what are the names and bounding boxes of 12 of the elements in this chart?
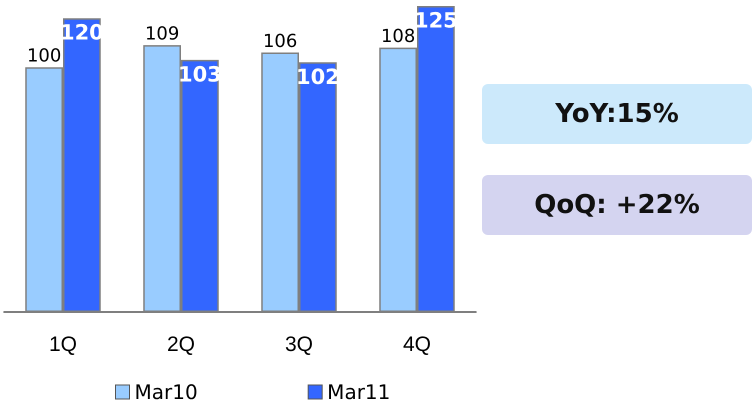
x-tick-label: 2Q [166,333,196,356]
text: QoQ: +22% [482,175,752,235]
data-label: 108 [380,26,416,48]
x-tick-label: 1Q [48,333,78,356]
x-tick-label: 4Q [402,333,432,356]
data-label: 106 [262,31,298,52]
data-label: 109 [144,24,180,45]
data-label: 100 [26,46,62,67]
legend-label: Mar11 [327,380,390,404]
legend-label: Mar10 [134,380,198,404]
text: YoY:15% [482,84,752,144]
x-tick-label: 3Q [284,333,314,356]
